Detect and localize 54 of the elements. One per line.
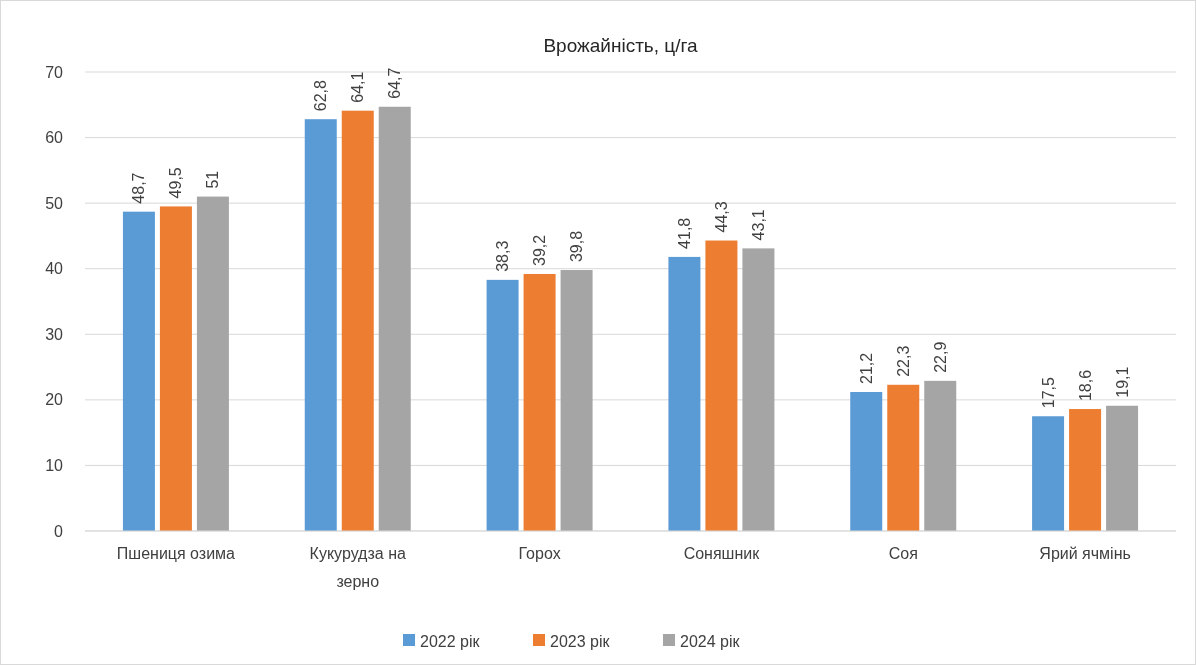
data-label: 49,5 bbox=[167, 167, 185, 199]
y-tick-label: 0 bbox=[54, 522, 64, 540]
bar bbox=[705, 240, 738, 531]
x-tick-label: Соняшник bbox=[683, 545, 761, 562]
y-tick-label: 20 bbox=[45, 391, 64, 409]
x-tick-label: Горох bbox=[518, 545, 561, 562]
bar bbox=[560, 270, 593, 531]
data-label: 39,2 bbox=[531, 234, 549, 266]
bar bbox=[1032, 416, 1065, 531]
y-tick-label: 40 bbox=[45, 260, 64, 278]
data-label: 51 bbox=[204, 170, 222, 189]
bar bbox=[341, 110, 374, 531]
bar bbox=[742, 248, 775, 531]
bar bbox=[378, 106, 411, 531]
x-tick-label: Соя bbox=[888, 545, 918, 562]
x-tick-label: Кукурудза на зерно bbox=[309, 545, 406, 590]
data-label: 38,3 bbox=[494, 240, 512, 272]
data-label: 18,6 bbox=[1076, 369, 1094, 402]
bar bbox=[196, 196, 229, 531]
y-tick-label: 30 bbox=[45, 325, 64, 343]
bar bbox=[523, 273, 556, 531]
data-label: 39,8 bbox=[568, 230, 586, 263]
bar bbox=[1069, 409, 1102, 531]
bar bbox=[486, 279, 519, 531]
data-label: 64,7 bbox=[386, 67, 404, 99]
data-label: 44,3 bbox=[712, 201, 730, 233]
y-tick-label: 10 bbox=[45, 456, 64, 474]
data-label: 22,3 bbox=[894, 345, 912, 377]
bar bbox=[887, 384, 920, 531]
bar bbox=[668, 256, 701, 531]
data-label: 19,1 bbox=[1113, 366, 1131, 398]
x-tick-label: Пшениця озима bbox=[116, 545, 236, 562]
data-label: 64,1 bbox=[349, 71, 367, 103]
bar bbox=[304, 119, 337, 531]
legend-label: 2023 рік bbox=[550, 632, 611, 650]
data-label: 62,8 bbox=[312, 79, 330, 112]
bar bbox=[159, 206, 192, 531]
y-tick-label: 60 bbox=[45, 129, 64, 147]
data-label: 48,7 bbox=[130, 172, 148, 204]
legend-label: 2024 рік bbox=[680, 632, 741, 650]
y-tick-label: 70 bbox=[45, 63, 64, 81]
data-label: 41,8 bbox=[675, 217, 693, 249]
data-label: 17,5 bbox=[1039, 377, 1057, 409]
x-tick-label: Ярий ячмінь bbox=[1039, 545, 1131, 562]
data-label: 43,1 bbox=[749, 209, 767, 241]
chart-title: Врожайність, ц/га bbox=[543, 35, 698, 56]
bar bbox=[1106, 405, 1139, 531]
legend-label: 2022 рік bbox=[420, 632, 481, 650]
y-tick-label: 50 bbox=[45, 194, 64, 212]
data-label: 22,9 bbox=[931, 341, 949, 373]
bar bbox=[850, 391, 883, 531]
bar bbox=[122, 211, 155, 531]
data-label: 21,2 bbox=[857, 352, 875, 384]
bar bbox=[924, 380, 957, 531]
